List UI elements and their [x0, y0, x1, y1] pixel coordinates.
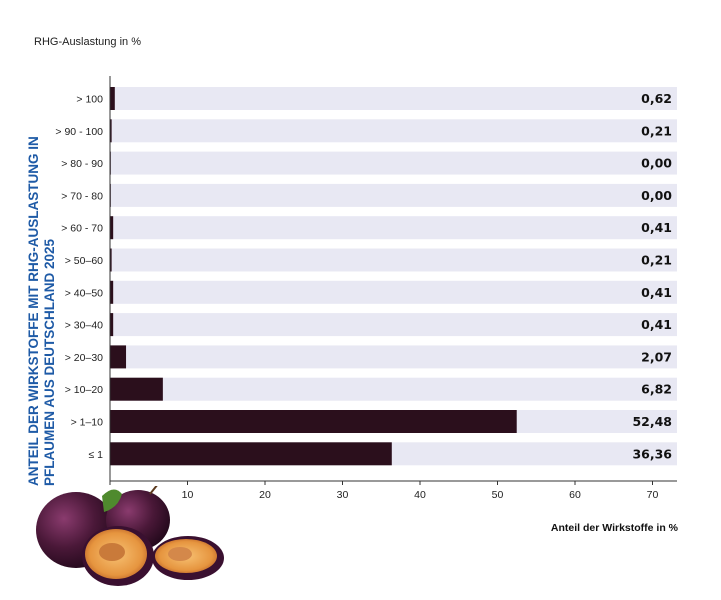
bar-track	[110, 280, 677, 304]
bar	[110, 248, 112, 272]
data-label: 0,00	[641, 156, 672, 171]
data-label: 0,41	[641, 285, 672, 300]
y-tick-label: > 20–30	[65, 352, 103, 364]
y-tick-label: > 60 - 70	[61, 223, 103, 235]
bar	[110, 216, 114, 240]
bar	[110, 313, 114, 337]
bar-track	[110, 183, 677, 207]
bar-track	[110, 119, 677, 143]
y-tick-label: > 10–20	[65, 384, 103, 396]
x-tick-label: 60	[569, 489, 581, 501]
x-tick-label: 50	[492, 489, 504, 501]
x-tick-label: 70	[647, 489, 659, 501]
bar-track	[110, 377, 677, 401]
y-tick-label: > 1–10	[71, 417, 104, 429]
data-label: 52,48	[632, 414, 672, 429]
bar	[110, 377, 163, 401]
x-tick-label: 40	[414, 489, 426, 501]
y-tick-label: > 40–50	[65, 287, 103, 299]
x-tick-label: 20	[259, 489, 271, 501]
y-tick-label: > 70 - 80	[61, 190, 103, 202]
bar-track	[110, 151, 677, 175]
data-label: 36,36	[632, 446, 672, 461]
bar-track	[110, 345, 677, 369]
x-axis-title: Anteil der Wirkstoffe in %	[550, 522, 678, 534]
data-label: 0,62	[641, 91, 672, 106]
bar	[110, 119, 112, 143]
bar	[110, 280, 114, 304]
bar	[110, 410, 517, 433]
bar-track	[110, 313, 677, 337]
data-label: 0,21	[641, 253, 672, 268]
y-tick-label: > 50–60	[65, 255, 103, 267]
y-tick-label: > 90 - 100	[55, 126, 103, 138]
y-tick-label: > 30–40	[65, 320, 103, 332]
bar	[110, 442, 392, 466]
y-tick-label: ≤ 1	[88, 449, 103, 461]
bar	[110, 87, 115, 110]
plum-illustration	[36, 486, 224, 586]
data-label: 0,41	[641, 317, 672, 332]
data-label: 0,00	[641, 188, 672, 203]
bar-track	[110, 248, 677, 272]
y-tick-label: > 80 - 90	[61, 158, 103, 170]
y-tick-label: > 100	[76, 94, 103, 106]
bar-track	[110, 87, 677, 110]
bar-track	[110, 216, 677, 240]
data-label: 6,82	[641, 382, 672, 397]
y-axis-title: RHG-Auslastung in %	[34, 36, 141, 48]
x-tick-label: 10	[182, 489, 194, 501]
bar	[110, 345, 127, 369]
data-label: 0,21	[641, 123, 672, 138]
data-label: 0,41	[641, 220, 672, 235]
data-label: 2,07	[641, 349, 672, 364]
x-tick-label: 30	[337, 489, 349, 501]
